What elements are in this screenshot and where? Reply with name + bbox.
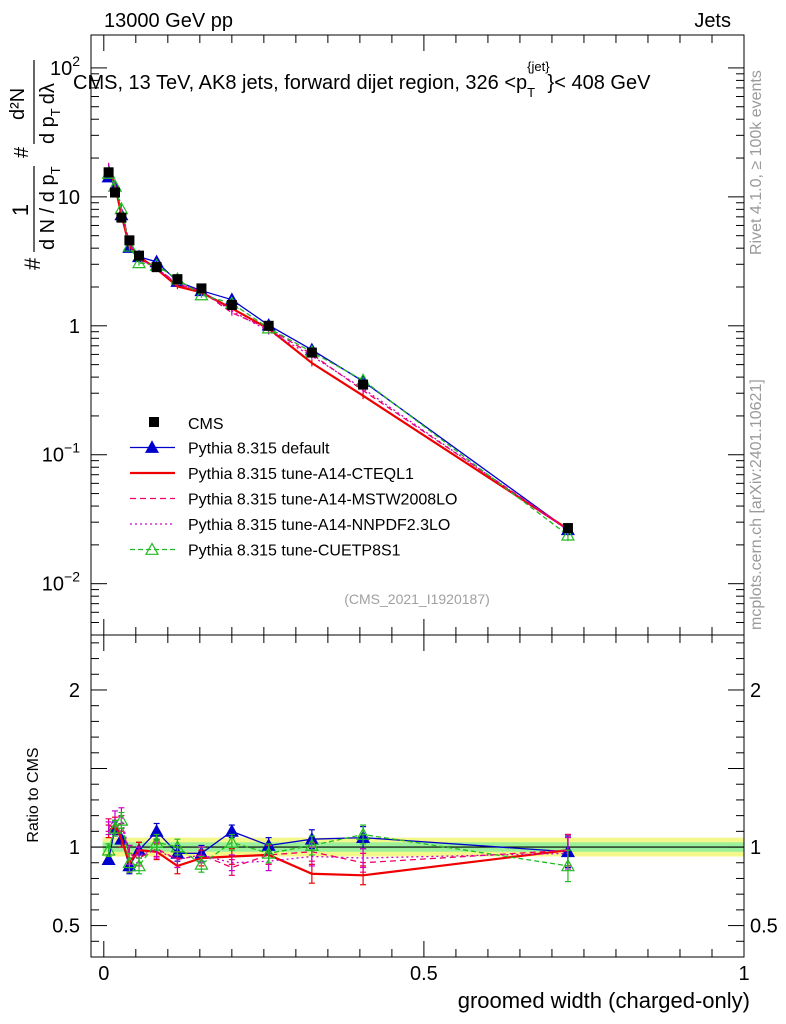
mcplots-label: mcplots.cern.ch [arXiv:2401.10621] — [748, 379, 765, 630]
legend-label: Pythia 8.315 default — [188, 441, 330, 458]
series-marker — [194, 287, 209, 301]
series-marker — [131, 255, 147, 269]
legend-label: Pythia 8.315 tune-A14-MSTW2008LO — [188, 492, 457, 509]
data-point — [103, 167, 114, 178]
main-plot-series — [101, 162, 575, 542]
legend-marker-data — [149, 417, 159, 427]
ratio-marker — [101, 842, 116, 856]
y-tick-label: 10 — [58, 187, 80, 209]
legend-label: CMS — [188, 416, 224, 433]
ratio-y-axis-label: Ratio to CMS — [25, 747, 42, 842]
ratio-marker — [107, 820, 123, 834]
ratio-plot-frame — [90, 634, 745, 958]
ratio-tick-label-right: 2 — [750, 680, 761, 702]
ratio-marker — [261, 846, 276, 859]
data-point — [134, 250, 145, 261]
ratio-marker — [560, 858, 575, 872]
ratio-marker — [114, 813, 129, 826]
y-tick-label: 10−1 — [42, 440, 80, 467]
data-point — [562, 523, 573, 534]
ratio-y-axis-ticks: 0.5 0.5 1 1 2 2 — [52, 642, 778, 958]
series-marker — [560, 527, 575, 541]
ratio-marker — [194, 857, 209, 870]
data-point — [110, 187, 121, 198]
ratio-marker — [149, 835, 164, 848]
data-point — [172, 274, 183, 285]
ratio-marker — [356, 827, 371, 840]
ratio-marker — [224, 835, 239, 848]
svg-text:d²N: d²N — [7, 88, 29, 120]
x-axis-label: groomed width (charged-only) — [458, 988, 750, 1013]
data-point — [263, 320, 274, 331]
ratio-marker — [304, 838, 319, 851]
data-point — [196, 283, 207, 294]
x-tick-label: 0.5 — [410, 963, 438, 985]
legend-label: Pythia 8.315 tune-A14-CTEQL1 — [188, 466, 414, 483]
x-tick-label: 1 — [738, 963, 749, 985]
legend-marker — [144, 440, 160, 453]
header-right-label: Jets — [694, 10, 731, 32]
ratio-marker — [170, 839, 185, 853]
x-axis-ticks: 0 0.5 1 — [98, 35, 750, 985]
data-point — [124, 235, 135, 246]
data-point — [358, 379, 369, 390]
data-point — [151, 262, 162, 273]
legend-label: Pythia 8.315 tune-A14-NNPDF2.3LO — [188, 517, 450, 534]
y-tick-label: 1 — [69, 316, 80, 338]
ratio-marker — [122, 855, 137, 869]
analysis-id-watermark: (CMS_2021_I1920187) — [344, 591, 490, 607]
chart-title: CMS, 13 TeV, AK8 jets, forward dijet reg… — [73, 59, 651, 100]
y-tick-label: 102 — [50, 53, 80, 80]
ratio-marker — [131, 858, 147, 872]
legend: CMS Pythia 8.315 default Pythia 8.315 tune… — [130, 416, 457, 560]
legend-marker — [144, 542, 160, 555]
data-point — [306, 347, 317, 358]
svg-text:d N / d pT: d N / d pT — [37, 166, 63, 250]
ratio-plot-series — [101, 807, 575, 886]
rivet-version-label: Rivet 4.1.0, ≥ 100k events — [748, 70, 765, 255]
main-y-axis-label: # 1 d N / d pT # d²N d pTdλ — [7, 60, 63, 270]
svg-text:d pTdλ: d pTdλ — [37, 83, 63, 144]
series-marker — [122, 239, 137, 252]
svg-text:1: 1 — [8, 204, 33, 216]
data-point — [116, 212, 127, 223]
header-left-label: 13000 GeV pp — [104, 10, 233, 32]
ratio-marker — [101, 852, 116, 866]
y-tick-label: 10−2 — [42, 569, 80, 596]
ratio-tick-label: 0.5 — [52, 916, 80, 938]
svg-text:#: # — [11, 146, 33, 158]
ratio-tick-label-right: 0.5 — [750, 916, 778, 938]
ratio-tick-label-right: 1 — [750, 837, 761, 859]
main-y-axis-ticks: 10−2 10−1 1 10 102 — [42, 53, 744, 636]
svg-text:#: # — [20, 257, 45, 270]
ratio-tick-label: 1 — [69, 837, 80, 859]
legend-label: Pythia 8.315 tune-CUETP8S1 — [188, 543, 401, 560]
data-point — [226, 299, 237, 310]
x-tick-label: 0 — [98, 963, 109, 985]
ratio-tick-label: 2 — [69, 680, 80, 702]
